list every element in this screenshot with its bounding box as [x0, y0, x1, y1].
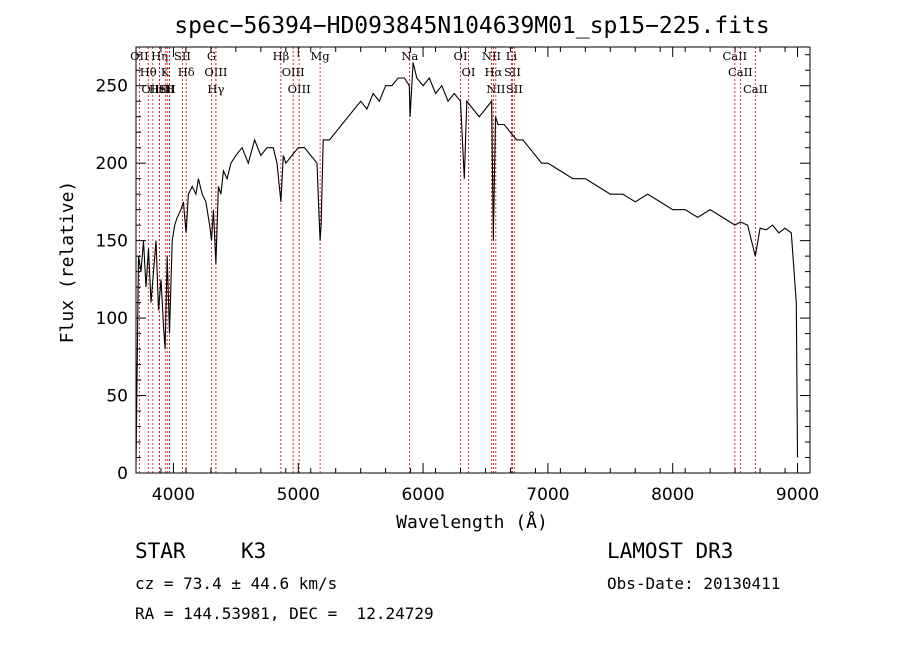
line-label: OII [130, 49, 149, 63]
line-label: Mg [311, 49, 331, 63]
line-label: Na [401, 49, 418, 63]
line-label: CaII [743, 82, 768, 96]
x-axis-label: Wavelength (Å) [396, 511, 548, 533]
line-label: OIII [288, 82, 311, 96]
line-label: NII [486, 82, 505, 96]
y-tick-label: 0 [117, 464, 128, 484]
line-label: Hγ [207, 82, 224, 96]
line-markers: OIIHθOIIIHeIHηKSIIHSIIHδGOIIIHγHβOIIIOII… [130, 47, 768, 473]
line-label: SII [504, 65, 521, 79]
line-label: Hη [151, 49, 168, 63]
object-class: STAR [135, 539, 186, 563]
spectrum-line [135, 62, 799, 466]
line-label: Hθ [140, 65, 157, 79]
survey-name: LAMOST DR3 [607, 539, 734, 563]
line-label: OI [462, 65, 476, 79]
line-label: Hδ [178, 65, 195, 79]
axes: 4000 5000 6000 7000 8000 9000 0 50 100 150 200 250 [96, 47, 819, 505]
y-axis-label: Flux (relative) [57, 181, 78, 344]
line-label: SII [174, 49, 191, 63]
line-label: OI [454, 49, 468, 63]
line-label: K [161, 65, 170, 79]
line-label: OIII [141, 82, 164, 96]
velocity-text: cz = 73.4 ± 44.6 km/s [135, 574, 338, 593]
obs-date: Obs-Date: 20130411 [607, 574, 781, 593]
line-label: CaII [722, 49, 747, 63]
line-label: CaII [728, 65, 753, 79]
line-label: Li [506, 49, 518, 63]
y-tick-label: 100 [96, 309, 128, 329]
line-label: Hβ [273, 49, 290, 63]
x-tick-label: 6000 [401, 485, 444, 505]
line-label: SII [159, 82, 176, 96]
x-tick-label: 4000 [152, 485, 195, 505]
line-label: NII [482, 49, 501, 63]
x-tick-label: 8000 [651, 485, 694, 505]
y-tick-label: 200 [96, 154, 128, 174]
x-tick-label: 9000 [776, 485, 819, 505]
line-label: H [165, 82, 175, 96]
line-label: OIII [282, 65, 305, 79]
y-tick-label: 250 [96, 77, 128, 97]
y-tick-label: 50 [106, 387, 128, 407]
x-tick-label: 5000 [277, 485, 320, 505]
chart-title: spec−56394−HD093845N104639M01_sp15−225.f… [174, 13, 769, 39]
coordinates: RA = 144.53981, DEC = 12.24729 [135, 604, 434, 623]
line-label: Hα [484, 65, 502, 79]
plot-frame [135, 46, 811, 474]
line-label: SII [506, 82, 523, 96]
x-tick-label: 7000 [526, 485, 569, 505]
object-subclass: K3 [241, 539, 267, 563]
y-tick-label: 150 [96, 232, 128, 252]
line-label: G [207, 49, 216, 63]
